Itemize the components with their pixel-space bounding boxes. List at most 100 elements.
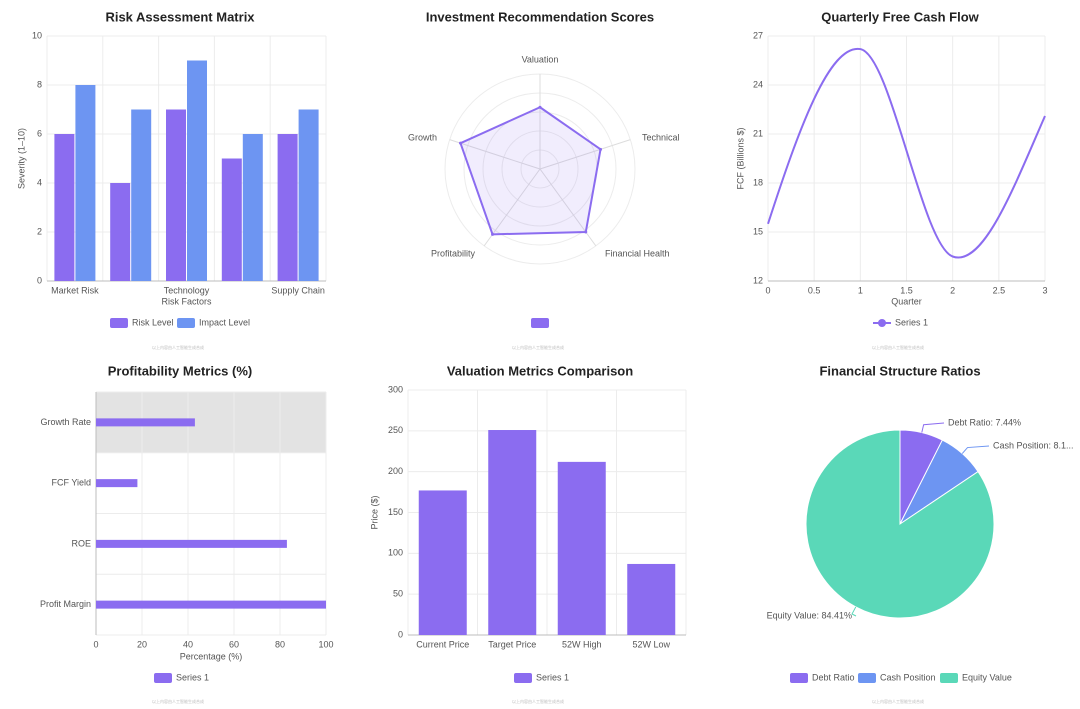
watermark-profit: 以上内容由人工智能生成合成 xyxy=(152,699,204,704)
risk-bar-risk-level xyxy=(166,109,186,281)
structure-chart-title: Financial Structure Ratios xyxy=(819,363,980,378)
radar-axis-label: Valuation xyxy=(522,54,559,64)
risk-x-tick: Market Risk xyxy=(51,285,99,295)
profit-chart-title: Profitability Metrics (%) xyxy=(108,363,252,378)
valuation-y-tick: 100 xyxy=(388,548,403,558)
risk-bar-impact-level xyxy=(131,109,152,281)
radar-legend-swatch xyxy=(531,318,549,328)
profit-y-tick: FCF Yield xyxy=(51,478,91,488)
risk-bar-risk-level xyxy=(110,183,131,281)
valuation-x-tick: Target Price xyxy=(488,639,536,649)
risk-y-tick: 10 xyxy=(32,30,42,40)
structure-legend-equity-value-swatch xyxy=(940,673,958,683)
fcf-y-tick: 12 xyxy=(753,275,763,285)
risk-chart-title: Risk Assessment Matrix xyxy=(105,9,255,24)
risk-x-tick: Technology xyxy=(164,285,210,295)
risk-y-tick: 8 xyxy=(37,79,42,89)
risk-x-axis-label: Risk Factors xyxy=(161,296,212,306)
valuation-y-tick: 300 xyxy=(388,384,403,394)
valuation-bar xyxy=(627,563,676,635)
structure-legend-cash-position-label: Cash Position xyxy=(880,672,936,682)
structure-legend-debt-ratio-swatch xyxy=(790,673,808,683)
fcf-x-tick: 2.5 xyxy=(993,285,1006,295)
radar-spoke xyxy=(539,139,631,170)
radar-series-area xyxy=(459,106,602,236)
risk-bar-impact-level xyxy=(242,134,263,281)
risk-legend-impact-level-label: Impact Level xyxy=(199,317,250,327)
radar-spoke xyxy=(483,168,541,247)
valuation-chart-title: Valuation Metrics Comparison xyxy=(447,363,633,378)
profit-x-tick: 100 xyxy=(318,639,333,649)
profit-x-tick: 40 xyxy=(183,639,193,649)
radar-point xyxy=(599,147,603,151)
radar-axis-label: Growth xyxy=(408,132,437,142)
profit-x-axis-label: Percentage (%) xyxy=(180,651,243,661)
fcf-legend-label: Series 1 xyxy=(895,317,928,327)
profit-y-tick: ROE xyxy=(71,538,91,548)
structure-slice-label: Equity Value: 84.41% xyxy=(767,610,852,620)
valuation-bar xyxy=(418,490,467,635)
fcf-x-tick: 2 xyxy=(950,285,955,295)
fcf-y-tick: 24 xyxy=(753,79,763,89)
radar-point xyxy=(458,141,462,145)
radar-point xyxy=(491,232,495,236)
valuation-y-axis-label: Price ($) xyxy=(369,495,379,529)
risk-legend-risk-level-label: Risk Level xyxy=(132,317,174,327)
fcf-x-tick: 3 xyxy=(1042,285,1047,295)
profit-legend-swatch xyxy=(154,673,172,683)
valuation-y-tick: 50 xyxy=(393,589,403,599)
fcf-y-tick: 27 xyxy=(753,30,763,40)
risk-bar-impact-level xyxy=(298,109,319,281)
structure-label-line xyxy=(921,422,945,433)
profit-bar xyxy=(96,539,287,548)
valuation-y-tick: 250 xyxy=(388,425,403,435)
profit-y-tick: Profit Margin xyxy=(40,599,91,609)
risk-y-tick: 6 xyxy=(37,128,42,138)
fcf-x-tick: 0.5 xyxy=(808,285,821,295)
risk-bar-impact-level xyxy=(75,85,96,281)
watermark-structure: 以上内容由人工智能生成合成 xyxy=(872,699,924,704)
fcf-x-axis-label: Quarter xyxy=(891,296,922,306)
risk-y-tick: 0 xyxy=(37,275,42,285)
watermark-valuation: 以上内容由人工智能生成合成 xyxy=(512,699,564,704)
risk-legend-impact-level-swatch xyxy=(177,318,195,328)
risk-y-tick: 4 xyxy=(37,177,42,187)
fcf-y-tick: 18 xyxy=(753,177,763,187)
fcf-x-tick: 1 xyxy=(858,285,863,295)
risk-legend-risk-level-swatch xyxy=(110,318,128,328)
fcf-y-tick: 15 xyxy=(753,226,763,236)
fcf-y-tick: 21 xyxy=(753,128,763,138)
risk-x-tick: Supply Chain xyxy=(271,285,325,295)
valuation-x-tick: Current Price xyxy=(416,639,469,649)
profit-x-tick: 60 xyxy=(229,639,239,649)
valuation-y-tick: 150 xyxy=(388,507,403,517)
profit-legend-label: Series 1 xyxy=(176,672,209,682)
watermark-fcf: 以上内容由人工智能生成合成 xyxy=(872,345,924,350)
valuation-legend-swatch xyxy=(514,673,532,683)
valuation-y-tick: 200 xyxy=(388,466,403,476)
watermark-risk: 以上内容由人工智能生成合成 xyxy=(152,345,204,350)
radar-axis-label: Profitability xyxy=(431,248,476,258)
risk-y-axis-label: Severity (1–10) xyxy=(16,128,26,189)
valuation-y-tick: 0 xyxy=(398,629,403,639)
profit-bar xyxy=(96,479,138,488)
profit-x-tick: 20 xyxy=(137,639,147,649)
valuation-bar xyxy=(557,461,606,635)
profit-bar xyxy=(96,418,195,427)
valuation-x-tick: 52W High xyxy=(562,639,602,649)
radar-point xyxy=(584,230,588,234)
structure-label-line xyxy=(961,445,990,454)
profit-x-tick: 0 xyxy=(93,639,98,649)
risk-bar-impact-level xyxy=(187,60,207,281)
fcf-chart-title: Quarterly Free Cash Flow xyxy=(821,9,979,24)
risk-bar-risk-level xyxy=(221,158,242,281)
valuation-legend-label: Series 1 xyxy=(536,672,569,682)
fcf-legend-marker xyxy=(878,319,886,327)
profit-y-tick: Growth Rate xyxy=(40,417,91,427)
profit-x-tick: 80 xyxy=(275,639,285,649)
structure-legend-equity-value-label: Equity Value xyxy=(962,672,1012,682)
structure-legend-debt-ratio-label: Debt Ratio xyxy=(812,672,855,682)
radar-point xyxy=(538,105,542,109)
fcf-x-tick: 0 xyxy=(765,285,770,295)
